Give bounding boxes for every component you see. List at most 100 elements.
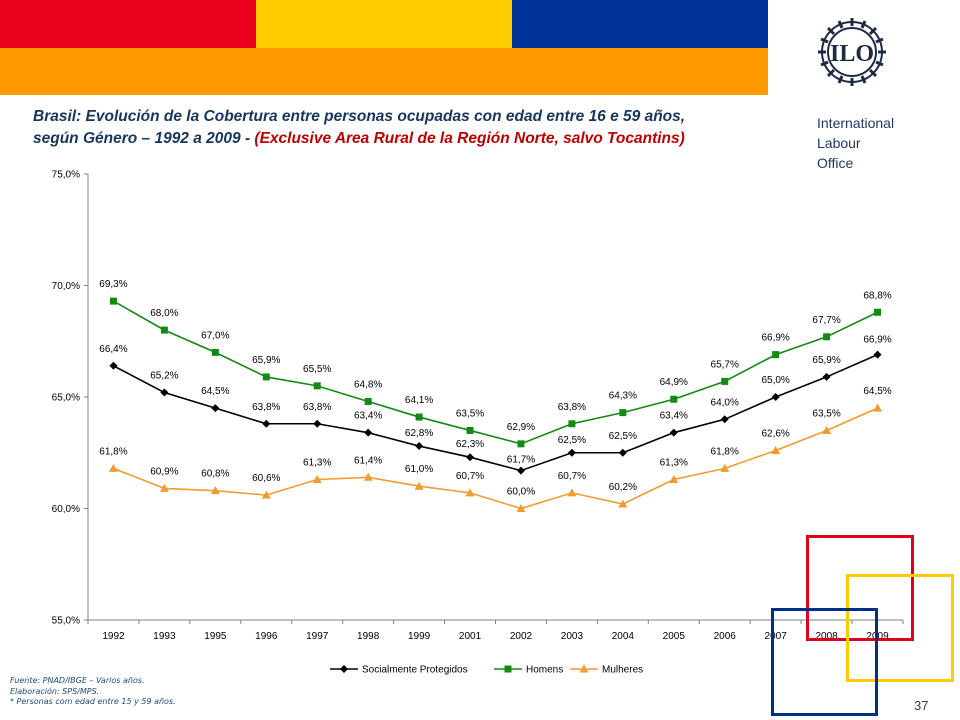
- y-tick-label: 70,0%: [52, 281, 80, 292]
- data-point: [210, 486, 220, 495]
- data-label: 62,3%: [456, 439, 484, 450]
- data-point: [211, 348, 219, 356]
- data-point: [262, 419, 271, 428]
- data-label: 65,0%: [761, 375, 789, 386]
- data-label: 62,8%: [405, 428, 433, 439]
- title-line-2-main: según Género – 1992 a 2009 -: [33, 130, 255, 147]
- data-point: [414, 481, 424, 490]
- data-label: 66,4%: [99, 344, 127, 355]
- org-name-line: International: [817, 115, 895, 131]
- data-point: [159, 483, 169, 492]
- legend-marker: [340, 665, 348, 673]
- header-band-blue: [512, 0, 768, 48]
- data-point: [211, 404, 220, 413]
- data-point: [669, 475, 679, 484]
- x-tick-label: 2006: [714, 631, 737, 642]
- legend-label: Socialmente Protegidos: [362, 665, 468, 676]
- data-point: [262, 373, 270, 381]
- legend-marker: [504, 665, 512, 673]
- data-point: [516, 466, 525, 475]
- x-tick-label: 2002: [510, 631, 533, 642]
- data-point: [313, 419, 322, 428]
- decor-square-yellow: [846, 574, 954, 682]
- data-point: [822, 425, 832, 434]
- x-tick-label: 1999: [408, 631, 431, 642]
- x-tick-label: 1998: [357, 631, 380, 642]
- data-point: [465, 488, 475, 497]
- data-label: 68,0%: [150, 308, 178, 319]
- x-tick-label: 2007: [765, 631, 788, 642]
- data-label: 64,0%: [711, 397, 739, 408]
- x-tick-label: 2008: [815, 631, 838, 642]
- data-point: [873, 403, 883, 412]
- data-point: [364, 397, 372, 405]
- data-point: [618, 448, 627, 457]
- data-point: [109, 361, 118, 370]
- data-label: 61,3%: [303, 458, 331, 469]
- data-label: 63,8%: [558, 402, 586, 413]
- data-point: [873, 350, 882, 359]
- svg-text:ILO: ILO: [830, 41, 874, 67]
- decor-square-red: [806, 535, 914, 641]
- data-label: 64,3%: [609, 391, 637, 402]
- y-tick-label: 60,0%: [52, 504, 80, 515]
- header-band-red: [0, 0, 256, 48]
- data-point: [415, 442, 424, 451]
- data-label: 63,8%: [303, 402, 331, 413]
- data-label: 60,7%: [558, 471, 586, 482]
- data-point: [567, 488, 577, 497]
- chart-title: Brasil: Evolución de la Cobertura entre …: [33, 106, 823, 150]
- data-label: 67,0%: [201, 330, 229, 341]
- header-band-yellow: [256, 0, 512, 48]
- source-notes: Fuente: PNAD/IBGE – Varios años. Elabora…: [10, 676, 176, 708]
- data-point: [415, 413, 423, 421]
- data-point: [109, 297, 117, 305]
- series-line: [113, 300, 878, 445]
- data-point: [720, 415, 729, 424]
- y-tick-label: 75,0%: [52, 170, 80, 181]
- data-point: [160, 326, 168, 334]
- elaboration-line: Elaboración: SPS/MPS.: [10, 686, 100, 696]
- legend-marker: [579, 664, 589, 673]
- data-label: 63,4%: [354, 411, 382, 422]
- data-label: 64,9%: [660, 377, 688, 388]
- data-label: 65,2%: [150, 371, 178, 382]
- x-tick-label: 2005: [663, 631, 686, 642]
- data-label: 64,1%: [405, 395, 433, 406]
- data-label: 61,8%: [711, 446, 739, 457]
- x-tick-label: 2004: [612, 631, 635, 642]
- data-label: 60,0%: [507, 487, 535, 498]
- source-line: Fuente: PNAD/IBGE – Varios años.: [10, 676, 145, 685]
- data-label: 63,8%: [252, 402, 280, 413]
- series-line: [113, 353, 878, 472]
- data-label: 62,6%: [761, 429, 789, 440]
- data-label: 60,7%: [456, 471, 484, 482]
- data-label: 60,2%: [609, 482, 637, 493]
- data-label: 66,9%: [761, 333, 789, 344]
- data-label: 68,8%: [863, 290, 891, 301]
- data-point: [364, 428, 373, 437]
- title-line-2: según Género – 1992 a 2009 - (Exclusive …: [33, 128, 823, 150]
- data-label: 60,6%: [252, 473, 280, 484]
- page-number: 37: [914, 698, 929, 713]
- org-name-line: Labour: [817, 135, 861, 151]
- data-label: 65,9%: [252, 355, 280, 366]
- data-point: [160, 388, 169, 397]
- data-label: 63,5%: [456, 408, 484, 419]
- data-point: [771, 446, 781, 455]
- data-point: [517, 440, 525, 448]
- footnote-line: * Personas com edad entre 15 y 59 años.: [10, 697, 176, 706]
- data-point: [261, 490, 271, 499]
- data-point: [618, 499, 628, 508]
- data-point: [363, 472, 373, 481]
- x-tick-label: 1997: [306, 631, 329, 642]
- ilo-emblem-icon: ILO: [818, 18, 886, 86]
- x-tick-label: 2003: [561, 631, 584, 642]
- data-point: [720, 463, 730, 472]
- data-label: 60,9%: [150, 466, 178, 477]
- y-tick-label: 55,0%: [52, 616, 80, 627]
- legend-label: Mulheres: [602, 665, 643, 676]
- decor-square-blue: [771, 608, 878, 716]
- data-point: [108, 463, 118, 472]
- data-point: [772, 351, 780, 359]
